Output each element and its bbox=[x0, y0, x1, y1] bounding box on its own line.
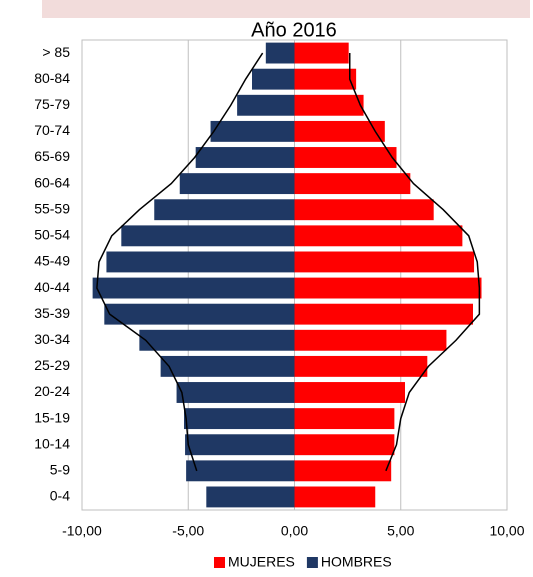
bar bbox=[195, 147, 295, 168]
bar bbox=[186, 460, 295, 482]
x-tick-label: -5,00 bbox=[172, 523, 204, 539]
bar bbox=[237, 94, 295, 116]
bar bbox=[176, 382, 295, 403]
bar bbox=[294, 434, 395, 456]
bar bbox=[294, 199, 434, 221]
bar bbox=[294, 486, 376, 508]
bar bbox=[179, 173, 295, 195]
y-tick-label: 45-49 bbox=[34, 253, 70, 269]
x-tick-label: 10,00 bbox=[489, 523, 524, 539]
plot-frame bbox=[81, 39, 508, 511]
bar bbox=[252, 68, 295, 90]
bar bbox=[210, 120, 295, 142]
y-tick-label: 50-54 bbox=[34, 227, 70, 243]
y-tick-label: 60-64 bbox=[34, 174, 70, 190]
header-band bbox=[42, 0, 530, 18]
x-tick-label: -10,00 bbox=[62, 523, 102, 539]
bar bbox=[185, 434, 295, 456]
bar bbox=[265, 42, 295, 64]
bar bbox=[294, 120, 385, 142]
bar bbox=[294, 355, 428, 377]
chart-title: Año 2016 bbox=[251, 19, 337, 41]
bar bbox=[160, 355, 295, 377]
bar bbox=[121, 225, 295, 247]
y-tick-label: 25-29 bbox=[34, 357, 70, 373]
trend-line bbox=[96, 52, 264, 472]
x-tick-label: 0,00 bbox=[281, 523, 308, 539]
y-tick-label: 35-39 bbox=[34, 305, 70, 321]
bar bbox=[154, 199, 295, 221]
bar bbox=[294, 68, 357, 90]
bar bbox=[294, 382, 405, 403]
bar bbox=[294, 251, 475, 273]
bar bbox=[294, 147, 397, 168]
bar bbox=[294, 303, 473, 325]
y-tick-label: 0-4 bbox=[50, 488, 70, 504]
bar bbox=[104, 303, 295, 325]
legend-label: HOMBRES bbox=[321, 554, 392, 570]
bar bbox=[294, 460, 392, 482]
y-tick-label: 20-24 bbox=[34, 383, 70, 399]
y-tick-label: 15-19 bbox=[34, 409, 70, 425]
y-tick-label: 10-14 bbox=[34, 435, 70, 451]
bar bbox=[294, 173, 411, 195]
y-tick-label: 5-9 bbox=[50, 462, 70, 478]
bar bbox=[294, 225, 463, 247]
y-tick-label: 65-69 bbox=[34, 148, 70, 164]
y-tick-label: 40-44 bbox=[34, 279, 70, 295]
y-tick-label: 75-79 bbox=[34, 96, 70, 112]
bar bbox=[206, 486, 295, 508]
bar bbox=[294, 94, 364, 116]
bar bbox=[139, 329, 295, 351]
bar bbox=[184, 408, 295, 430]
legend-swatch bbox=[214, 557, 225, 568]
bar bbox=[294, 329, 447, 351]
y-tick-label: 55-59 bbox=[34, 200, 70, 216]
bar bbox=[294, 408, 395, 430]
y-tick-label: 30-34 bbox=[34, 331, 70, 347]
trend-line bbox=[349, 53, 481, 472]
bar bbox=[106, 251, 295, 273]
bar bbox=[294, 277, 482, 299]
bar bbox=[294, 42, 349, 64]
y-tick-label: 70-74 bbox=[34, 122, 70, 138]
x-tick-label: 5,00 bbox=[387, 523, 414, 539]
bar bbox=[92, 277, 295, 299]
legend-label: MUJERES bbox=[228, 554, 295, 570]
legend-swatch bbox=[306, 557, 318, 568]
y-tick-label: 80-84 bbox=[34, 70, 70, 86]
y-tick-label: > 85 bbox=[42, 44, 70, 60]
